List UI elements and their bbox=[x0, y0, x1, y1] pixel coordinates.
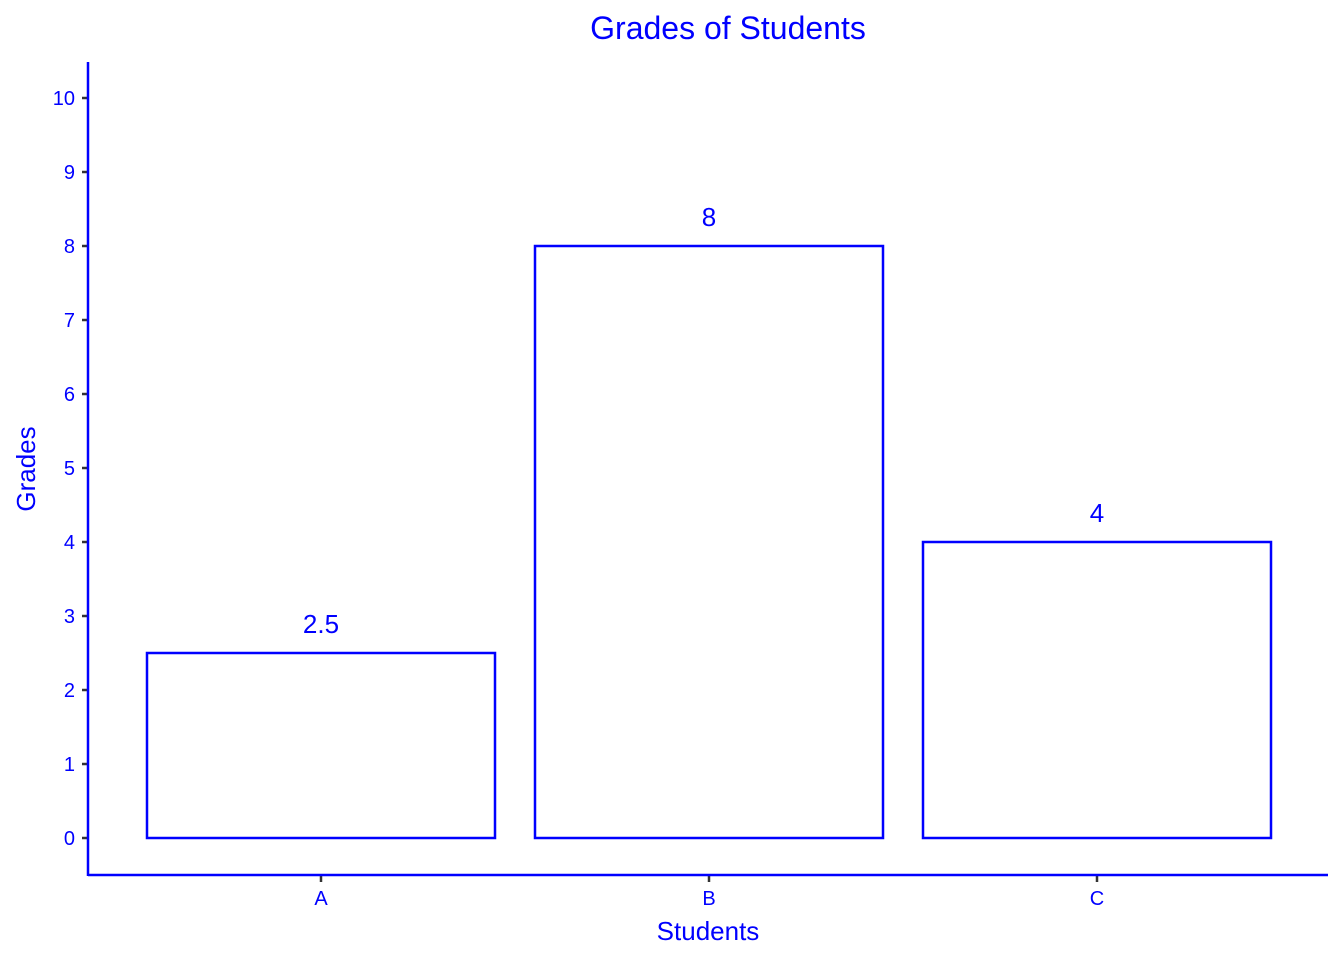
y-tick-label: 4 bbox=[64, 532, 75, 554]
y-tick-label: 0 bbox=[64, 828, 75, 850]
y-axis-title: Grades bbox=[11, 426, 41, 511]
x-axis-ticks: A B C bbox=[314, 875, 1104, 910]
data-label-b: 8 bbox=[702, 202, 716, 232]
bar-a bbox=[145, 651, 497, 840]
y-tick-label: 9 bbox=[64, 162, 75, 184]
bar-c bbox=[921, 540, 1273, 840]
x-axis-title: Students bbox=[657, 916, 760, 946]
y-tick-label: 1 bbox=[64, 754, 75, 776]
data-label-a: 2.5 bbox=[303, 609, 339, 639]
y-axis-ticks: 0 1 2 3 4 5 6 7 8 9 10 bbox=[53, 88, 88, 850]
y-tick-label: 7 bbox=[64, 310, 75, 332]
y-tick-label: 10 bbox=[53, 88, 75, 110]
x-tick-label: A bbox=[314, 888, 328, 910]
chart-title: Grades of Students bbox=[590, 10, 866, 46]
y-tick-label: 6 bbox=[64, 384, 75, 406]
x-tick-label: C bbox=[1090, 888, 1104, 910]
x-tick-label: B bbox=[702, 888, 715, 910]
y-tick-label: 8 bbox=[64, 236, 75, 258]
bars-group: 2.5 8 4 bbox=[145, 202, 1273, 840]
y-tick-label: 2 bbox=[64, 680, 75, 702]
data-label-c: 4 bbox=[1090, 498, 1104, 528]
y-tick-label: 3 bbox=[64, 606, 75, 628]
bar-b bbox=[533, 244, 885, 840]
y-tick-label: 5 bbox=[64, 458, 75, 480]
